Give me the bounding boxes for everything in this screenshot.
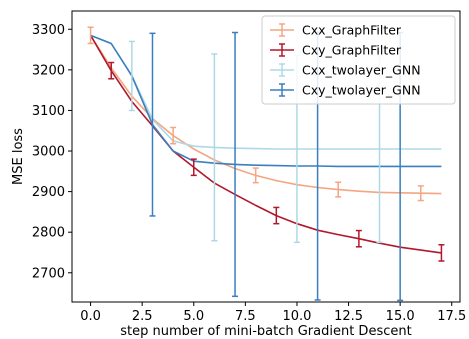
y-tick-label: 3100 [32,104,65,119]
x-tick-label: 5.0 [183,309,204,324]
legend-label: Cxy_GraphFilter [302,43,402,58]
error-bar-3 [149,32,156,217]
x-tick-label: 15.0 [386,309,415,324]
series-line-3 [90,34,442,168]
legend-frame [261,15,456,105]
legend-swatch-1 [270,43,294,57]
error-bar-3 [232,31,239,298]
error-bar-2 [128,40,135,112]
legend-label: Cxx_GraphFilter [302,23,402,38]
x-tick-label: 7.5 [235,309,256,324]
x-tick-label: 17.5 [437,309,466,324]
error-bar-1 [108,61,115,80]
y-tick-label: 3000 [32,145,65,160]
error-bar-1 [273,206,280,225]
error-bar-0 [170,126,177,145]
legend-label: Cxx_twolayer_GNN [302,63,421,78]
error-bar-1 [355,229,362,248]
error-bar-1 [438,244,445,262]
series-line-1 [89,34,442,254]
x-tick-label: 10.0 [282,309,311,324]
plot-frame [71,10,461,303]
y-axis-label: MSE loss [11,128,26,185]
legend-swatch-3 [270,83,294,97]
legend: Cxx_GraphFilter Cxy_GraphFilter Cxx_twolay… [261,15,456,105]
error-bar-1 [190,158,197,177]
y-axis-ticks: 2700 2800 2900 3000 3100 3200 3300 [32,23,72,281]
y-tick-label: 2800 [32,226,65,241]
error-bar-0 [252,167,259,184]
x-tick-label: 0.0 [80,309,101,324]
error-bar-0 [87,26,94,45]
legend-swatch-2 [270,63,294,77]
x-tick-label: 2.5 [132,309,153,324]
error-bar-0 [417,185,424,202]
series-line-2 [90,34,442,150]
x-axis-label: step number of mini-batch Gradient Desce… [120,324,411,339]
series-layer [89,34,442,254]
error-bar-0 [335,181,342,198]
x-tick-label: 12.5 [334,309,363,324]
y-tick-label: 3200 [32,63,65,78]
legend-swatch-0 [270,23,294,37]
error-bar-2 [211,53,218,242]
y-tick-label: 2700 [32,266,65,281]
y-tick-label: 2900 [32,185,65,200]
legend-label: Cxy_twolayer_GNN [302,83,421,98]
y-tick-label: 3300 [32,23,65,38]
x-axis-ticks: 0.0 2.5 5.0 7.5 10.0 12.5 15.0 17.5 [80,302,466,324]
